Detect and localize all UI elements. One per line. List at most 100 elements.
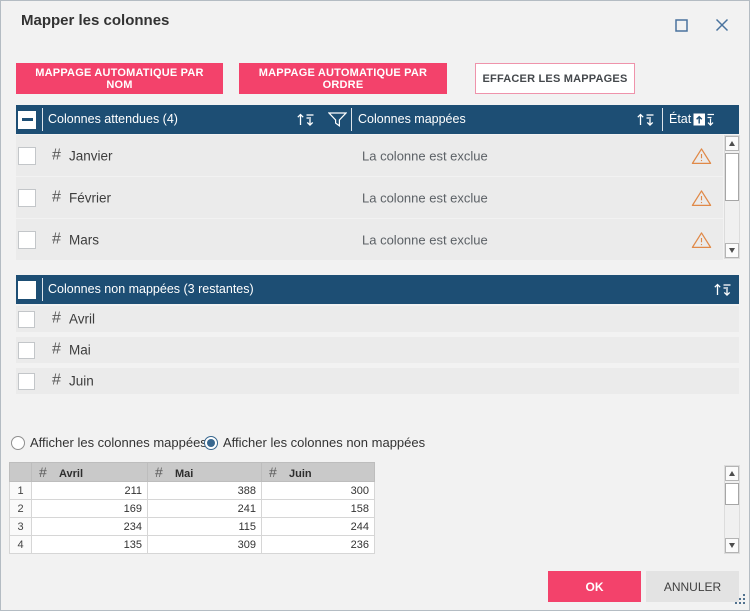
cell: 309	[147, 535, 262, 554]
row-number: 2	[9, 499, 32, 518]
show-mapped-label: Afficher les colonnes mappées	[30, 435, 207, 450]
numeric-type-icon: #	[269, 464, 277, 480]
preview-scrollbar[interactable]	[724, 465, 740, 554]
clear-mappings-button[interactable]: EFFACER LES MAPPAGES	[475, 63, 635, 94]
header-separator	[42, 108, 43, 131]
auto-map-by-order-button[interactable]: MAPPAGE AUTOMATIQUE PAR ORDRE	[239, 63, 447, 94]
unmapped-row-juin[interactable]: # Juin	[16, 368, 739, 394]
numeric-type-icon: #	[155, 464, 163, 480]
maximize-icon	[674, 18, 688, 32]
row-checkbox[interactable]	[18, 341, 35, 359]
arrow-down-icon	[729, 248, 735, 253]
numeric-type-icon: #	[52, 309, 61, 327]
row-checkbox[interactable]	[18, 146, 36, 165]
numeric-type-icon: #	[39, 464, 47, 480]
preview-col-mai: # Mai	[147, 462, 262, 482]
warning-icon	[691, 231, 712, 249]
column-name: Juin	[69, 373, 94, 389]
preview-row: 4 135 309 236	[9, 535, 375, 554]
column-name: Mars	[69, 232, 99, 247]
expected-columns-header: Colonnes attendues (4) Colonnes mappées …	[16, 105, 739, 134]
preview-col-juin: # Juin	[261, 462, 375, 482]
scroll-up-button[interactable]	[725, 466, 739, 481]
cancel-button[interactable]: ANNULER	[646, 571, 739, 602]
cell: 236	[261, 535, 375, 554]
row-number: 4	[9, 535, 32, 554]
unmapped-columns-header: Colonnes non mappées (3 restantes)	[16, 275, 739, 304]
numeric-type-icon: #	[52, 229, 61, 247]
sort-unmapped-icon[interactable]	[713, 282, 733, 297]
close-icon	[715, 18, 729, 32]
row-checkbox[interactable]	[18, 372, 35, 390]
filter-expected-icon[interactable]	[328, 112, 347, 127]
header-separator	[351, 108, 352, 131]
select-all-expected-checkbox[interactable]	[18, 110, 36, 129]
mapped-status: La colonne est exclue	[362, 190, 488, 205]
arrow-down-icon	[729, 543, 735, 548]
scroll-down-button[interactable]	[725, 243, 739, 258]
column-name: Mai	[69, 342, 91, 358]
scrollbar-thumb[interactable]	[725, 483, 739, 505]
arrow-up-icon	[729, 471, 735, 476]
preview-row: 1 211 388 300	[9, 481, 375, 500]
sort-mapped-icon[interactable]	[636, 112, 656, 127]
row-checkbox[interactable]	[18, 230, 36, 249]
radio-selected-icon	[204, 435, 218, 450]
expected-row-fevrier[interactable]: # Février La colonne est exclue	[16, 177, 723, 218]
unmapped-columns-title: Colonnes non mappées (3 restantes)	[48, 282, 254, 296]
dialog-title: Mapper les colonnes	[21, 12, 170, 29]
cell: 241	[147, 499, 262, 518]
column-name: Janvier	[69, 148, 113, 163]
show-mapped-radio[interactable]: Afficher les colonnes mappées	[11, 435, 207, 450]
cell: 115	[147, 517, 262, 536]
preview-header-row: # Avril # Mai # Juin	[9, 462, 375, 482]
cell: 169	[31, 499, 148, 518]
ok-button[interactable]: OK	[548, 571, 641, 602]
maximize-button[interactable]	[669, 13, 693, 37]
preview-row: 3 234 115 244	[9, 517, 375, 536]
state-column-title: État	[669, 112, 692, 126]
header-separator	[42, 278, 43, 301]
numeric-type-icon: #	[52, 340, 61, 358]
numeric-type-icon: #	[52, 371, 61, 389]
sort-expected-icon[interactable]	[296, 112, 316, 127]
arrow-up-icon	[729, 141, 735, 146]
select-all-unmapped-checkbox[interactable]	[18, 280, 36, 299]
cell: 244	[261, 517, 375, 536]
numeric-type-icon: #	[52, 145, 61, 163]
scroll-up-button[interactable]	[725, 136, 739, 151]
numeric-type-icon: #	[52, 187, 61, 205]
expected-table-scrollbar[interactable]	[724, 135, 740, 259]
cell: 388	[147, 481, 262, 500]
header-separator	[662, 108, 663, 131]
row-checkbox[interactable]	[18, 310, 35, 328]
show-unmapped-radio[interactable]: Afficher les colonnes non mappées	[204, 435, 425, 450]
warning-icon	[691, 189, 712, 207]
mapped-columns-title: Colonnes mappées	[358, 112, 466, 126]
column-name: Février	[69, 190, 112, 205]
sort-state-icon[interactable]	[693, 113, 715, 127]
resize-grip[interactable]	[734, 593, 746, 605]
preview-row: 2 169 241 158	[9, 499, 375, 518]
row-number: 3	[9, 517, 32, 536]
preview-corner-cell	[9, 462, 32, 482]
cell: 211	[31, 481, 148, 500]
auto-map-by-name-button[interactable]: MAPPAGE AUTOMATIQUE PAR NOM	[16, 63, 223, 94]
close-button[interactable]	[710, 13, 734, 37]
mapped-status: La colonne est exclue	[362, 148, 488, 163]
cell: 135	[31, 535, 148, 554]
unmapped-row-avril[interactable]: # Avril	[16, 306, 739, 332]
show-unmapped-label: Afficher les colonnes non mappées	[223, 435, 426, 450]
cell: 234	[31, 517, 148, 536]
mapped-status: La colonne est exclue	[362, 232, 488, 247]
radio-unselected-icon	[11, 435, 25, 450]
row-checkbox[interactable]	[18, 188, 36, 207]
expected-row-janvier[interactable]: # Janvier La colonne est exclue	[16, 135, 723, 176]
unmapped-row-mai[interactable]: # Mai	[16, 337, 739, 363]
scroll-down-button[interactable]	[725, 538, 739, 553]
warning-icon	[691, 147, 712, 165]
expected-columns-title: Colonnes attendues (4)	[48, 112, 178, 126]
expected-row-mars[interactable]: # Mars La colonne est exclue	[16, 219, 723, 260]
scrollbar-thumb[interactable]	[725, 153, 739, 201]
